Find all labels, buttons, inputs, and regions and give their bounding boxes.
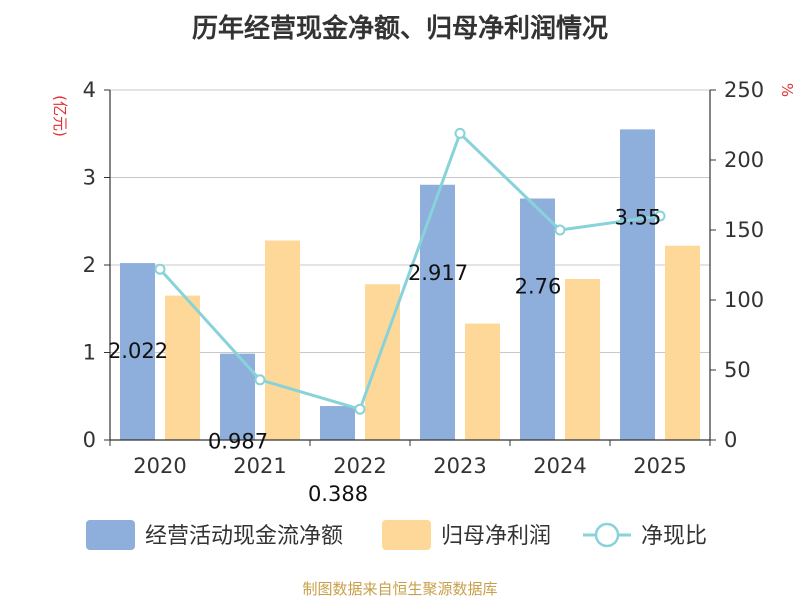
line-point xyxy=(654,210,666,222)
bar-cashflow xyxy=(620,129,655,440)
legend-label-ratio: 净现比 xyxy=(641,524,707,549)
bar-cashflow xyxy=(120,263,155,440)
x-tick-label: 2020 xyxy=(133,454,186,478)
y-right-tick-label: 0 xyxy=(724,428,737,452)
y-left-tick-label: 2 xyxy=(83,253,96,277)
x-tick-label: 2021 xyxy=(233,454,286,478)
bar-cashflow xyxy=(520,198,555,440)
line-point xyxy=(254,374,266,386)
legend-marker-ratio xyxy=(594,522,620,548)
chart-title: 历年经营现金净额、归母净利润情况 xyxy=(191,14,608,44)
bar-netprofit xyxy=(465,323,500,440)
y-right-unit: % xyxy=(778,83,796,97)
line-point xyxy=(454,127,466,139)
y-right-tick-label: 100 xyxy=(724,288,764,312)
x-tick-label: 2024 xyxy=(533,454,586,478)
line-point xyxy=(354,403,366,415)
bar-data-label: 0.987 xyxy=(208,430,268,454)
bar-data-label: 3.55 xyxy=(615,205,662,229)
bar-cashflow xyxy=(420,184,455,440)
legend-swatch-cashflow xyxy=(86,520,135,550)
bar-netprofit xyxy=(565,279,600,440)
y-right-tick-label: 200 xyxy=(724,148,764,172)
x-tick-label: 2023 xyxy=(433,454,486,478)
x-tick-label: 2022 xyxy=(333,454,386,478)
bar-data-label: 2.917 xyxy=(408,261,468,285)
line-cash-ratio xyxy=(158,130,661,412)
y-left-tick-label: 4 xyxy=(83,78,96,102)
line-point xyxy=(554,224,566,236)
y-right-tick-label: 250 xyxy=(724,78,764,102)
legend-label-netprofit: 归母净利润 xyxy=(441,524,551,549)
bar-data-label: 2.022 xyxy=(108,339,168,363)
bar-data-label: 0.388 xyxy=(308,482,368,506)
y-left-tick-label: 0 xyxy=(83,428,96,452)
y-right-tick-label: 50 xyxy=(724,358,751,382)
y-left-unit: (亿元) xyxy=(51,95,69,137)
bar-netprofit xyxy=(265,240,300,440)
legend-label-cashflow: 经营活动现金流净额 xyxy=(145,524,343,549)
bar-cashflow xyxy=(320,406,355,440)
legend-swatch-netprofit xyxy=(382,520,431,550)
y-right-tick-label: 150 xyxy=(724,218,764,242)
y-left-tick-label: 3 xyxy=(83,166,96,190)
y-left-tick-label: 1 xyxy=(83,341,96,365)
x-tick-label: 2025 xyxy=(633,454,686,478)
bar-data-label: 2.76 xyxy=(515,275,562,299)
bar-netprofit xyxy=(365,284,400,440)
footer-source: 制图数据来自恒生聚源数据库 xyxy=(302,580,498,598)
line-point xyxy=(154,263,166,275)
bar-netprofit xyxy=(165,295,200,440)
bar-netprofit xyxy=(665,245,700,440)
